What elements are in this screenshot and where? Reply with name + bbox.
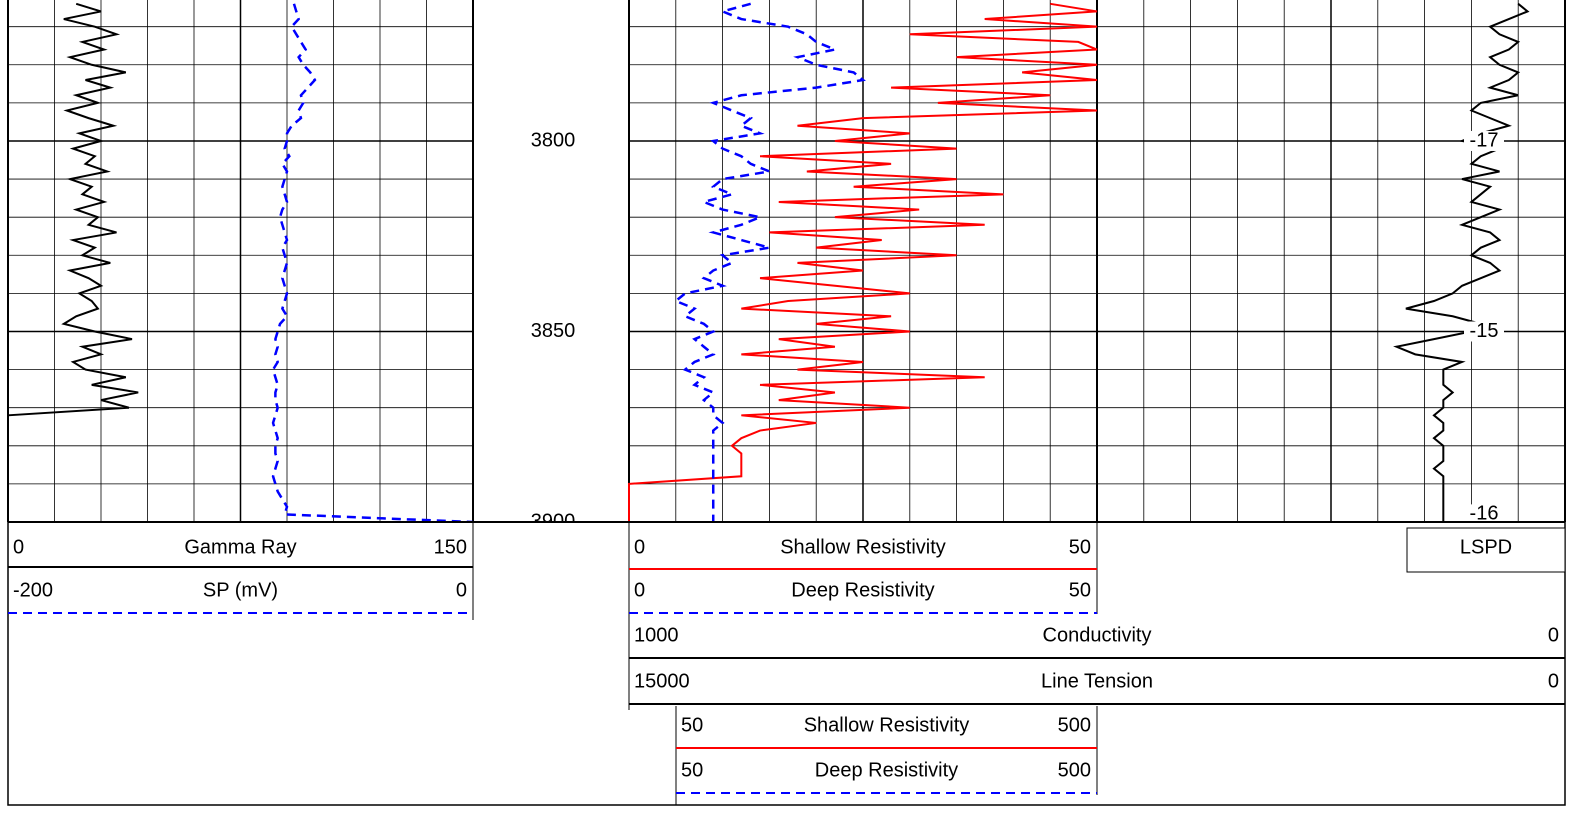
scale-left: 50 (681, 714, 703, 736)
header-frame (7, 521, 1566, 806)
curve-name: Deep Resistivity (815, 759, 958, 781)
depth-label: 3800 (531, 129, 576, 151)
scale-right: 0 (1548, 670, 1559, 692)
scale-right: 500 (1058, 714, 1091, 736)
curve-name: Deep Resistivity (791, 579, 934, 601)
annotation-bg (1464, 321, 1504, 342)
scale-left: -200 (13, 579, 53, 601)
curve-name: LSPD (1460, 536, 1512, 558)
scale-right: 500 (1058, 759, 1091, 781)
scale-right: 150 (434, 536, 467, 558)
log-curve (673, 2, 866, 522)
curve-name: Line Tension (1041, 670, 1153, 692)
scale-left: 50 (681, 759, 703, 781)
lspd-box (1406, 527, 1566, 573)
scale-right: 50 (1069, 536, 1091, 558)
lspd-annotation: -16 (1470, 503, 1499, 525)
scale-left: 1000 (634, 624, 679, 646)
curve-name: Conductivity (1043, 624, 1152, 646)
curve-name: Shallow Resistivity (780, 536, 946, 558)
annotation-bg (1464, 504, 1504, 525)
scale-right: 0 (456, 579, 467, 601)
scale-right: 0 (1548, 624, 1559, 646)
scale-left: 0 (634, 536, 645, 558)
annotation-bg (1464, 130, 1504, 151)
scale-left: 0 (13, 536, 24, 558)
lspd-annotation: -17 (1470, 129, 1499, 151)
curve-name: Gamma Ray (184, 536, 296, 558)
log-curve (7, 2, 139, 417)
header-bg (0, 523, 1581, 815)
lspd-annotation: -15 (1470, 320, 1499, 342)
scale-left: 0 (634, 579, 645, 601)
log-curve (271, 3, 474, 524)
log-curve (628, 2, 1098, 522)
curve-name: SP (mV) (203, 579, 278, 601)
curve-name: Shallow Resistivity (804, 714, 970, 736)
scale-right: 50 (1069, 579, 1091, 601)
log-curve (1393, 3, 1530, 522)
depth-label: 3850 (531, 320, 576, 342)
scale-left: 15000 (634, 670, 690, 692)
